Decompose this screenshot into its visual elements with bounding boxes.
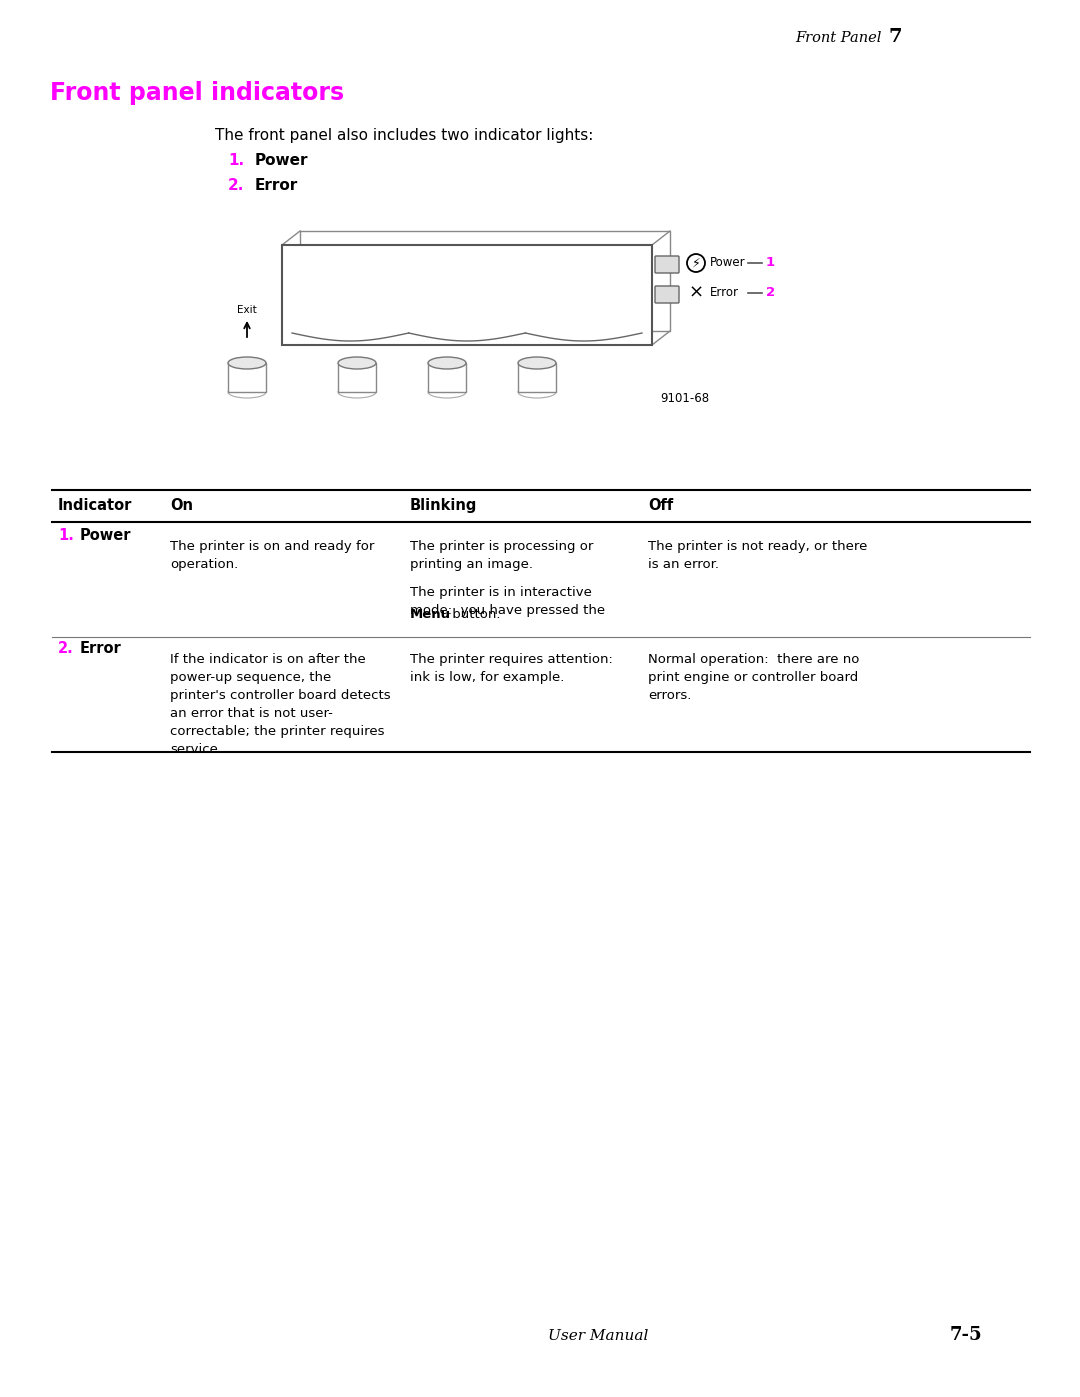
Text: Exit: Exit bbox=[238, 305, 257, 314]
Text: 1: 1 bbox=[766, 257, 775, 270]
Polygon shape bbox=[428, 363, 465, 393]
Ellipse shape bbox=[338, 386, 376, 398]
Text: Power: Power bbox=[80, 528, 132, 543]
Text: On: On bbox=[170, 497, 193, 513]
FancyBboxPatch shape bbox=[654, 256, 679, 272]
Text: The printer is processing or
printing an image.: The printer is processing or printing an… bbox=[410, 541, 593, 571]
Ellipse shape bbox=[518, 358, 556, 369]
Text: If the indicator is on after the
power-up sequence, the
printer's controller boa: If the indicator is on after the power-u… bbox=[170, 652, 391, 756]
Text: Blinking: Blinking bbox=[410, 497, 477, 513]
Text: Front Panel: Front Panel bbox=[795, 31, 881, 45]
Ellipse shape bbox=[228, 358, 266, 369]
Ellipse shape bbox=[228, 386, 266, 398]
Text: Error: Error bbox=[710, 286, 739, 299]
Text: Off: Off bbox=[648, 497, 673, 513]
Text: ⨯: ⨯ bbox=[688, 284, 703, 302]
Text: 2.: 2. bbox=[58, 641, 73, 657]
Text: Error: Error bbox=[80, 641, 122, 657]
Ellipse shape bbox=[428, 358, 465, 369]
Text: Menu: Menu bbox=[410, 608, 451, 622]
Text: Error: Error bbox=[255, 177, 298, 193]
Text: Normal operation:  there are no
print engine or controller board
errors.: Normal operation: there are no print eng… bbox=[648, 652, 860, 703]
Text: 7: 7 bbox=[888, 28, 902, 46]
Text: The front panel also includes two indicator lights:: The front panel also includes two indica… bbox=[215, 129, 593, 142]
Text: 2.: 2. bbox=[228, 177, 244, 193]
Ellipse shape bbox=[338, 358, 376, 369]
Text: 7-5: 7-5 bbox=[950, 1326, 983, 1344]
Text: Power: Power bbox=[710, 257, 745, 270]
Text: The printer is on and ready for
operation.: The printer is on and ready for operatio… bbox=[170, 541, 375, 571]
Text: 2: 2 bbox=[766, 286, 775, 299]
Polygon shape bbox=[338, 363, 376, 393]
Text: button.: button. bbox=[448, 608, 500, 622]
Text: 1.: 1. bbox=[58, 528, 73, 543]
Polygon shape bbox=[228, 363, 266, 393]
Ellipse shape bbox=[428, 386, 465, 398]
Text: ⚡: ⚡ bbox=[691, 257, 700, 270]
Polygon shape bbox=[282, 244, 652, 345]
Text: Power: Power bbox=[255, 154, 309, 168]
Text: The printer is in interactive
mode:  you have pressed the: The printer is in interactive mode: you … bbox=[410, 585, 605, 617]
Text: 1.: 1. bbox=[228, 154, 244, 168]
Text: Front panel indicators: Front panel indicators bbox=[50, 81, 345, 105]
Text: The printer is not ready, or there
is an error.: The printer is not ready, or there is an… bbox=[648, 541, 867, 571]
Text: Indicator: Indicator bbox=[58, 497, 133, 513]
Ellipse shape bbox=[518, 386, 556, 398]
Text: The printer requires attention:
ink is low, for example.: The printer requires attention: ink is l… bbox=[410, 652, 612, 685]
FancyBboxPatch shape bbox=[654, 286, 679, 303]
Text: User Manual: User Manual bbox=[548, 1329, 648, 1343]
Polygon shape bbox=[518, 363, 556, 393]
Text: 9101-68: 9101-68 bbox=[660, 393, 710, 405]
